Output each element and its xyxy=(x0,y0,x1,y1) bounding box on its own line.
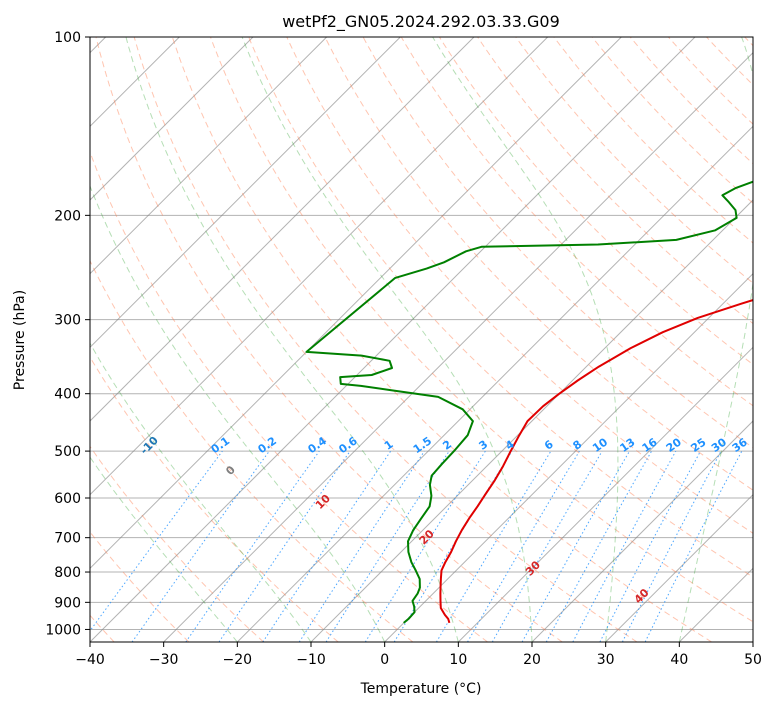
dry-adiabat-line xyxy=(629,37,753,165)
dry-adiabat-line xyxy=(591,37,753,204)
dry-adiabat-line xyxy=(90,259,414,642)
isotherm-line xyxy=(90,37,254,201)
dry-adiabat-line xyxy=(400,37,753,407)
x-tick-label: 0 xyxy=(380,652,389,668)
grid-layer xyxy=(90,37,753,642)
y-axis-label: Pressure (hPa) xyxy=(12,290,28,390)
isotherm-line xyxy=(457,346,753,642)
x-tick-label: 30 xyxy=(597,652,615,668)
plot-frame xyxy=(89,36,754,643)
moist-adiabat-line xyxy=(241,37,533,642)
dry-adiabat-line xyxy=(171,37,712,642)
y-tick-label: 300 xyxy=(54,313,81,329)
dewpoint-profile-line xyxy=(305,180,753,624)
dry-adiabat-line xyxy=(324,37,753,491)
y-tick-label: 100 xyxy=(54,30,81,46)
x-tick-label: −10 xyxy=(296,652,326,668)
mixing-ratio-line xyxy=(185,450,320,642)
y-tick-label: 600 xyxy=(54,491,81,507)
y-tick-label: 200 xyxy=(54,208,81,224)
isotherm-line xyxy=(90,37,401,349)
y-tick-label: 800 xyxy=(54,565,81,581)
x-tick-label: −40 xyxy=(75,652,105,668)
chart-title: wetPf2_GN05.2024.292.03.33.G09 xyxy=(282,12,560,32)
data-layer xyxy=(305,180,753,624)
mixing-ratio-line xyxy=(644,450,743,642)
y-tick-label: 900 xyxy=(54,595,81,611)
mixing-ratio-line xyxy=(218,450,351,642)
y-tick-label: 400 xyxy=(54,387,81,403)
x-tick-label: −20 xyxy=(223,652,253,668)
dry-adiabat-line xyxy=(248,37,753,578)
x-tick-label: 40 xyxy=(670,652,688,668)
mixing-ratio-line xyxy=(545,450,653,642)
y-tick-label: 700 xyxy=(54,531,81,547)
dry-adiabat-line xyxy=(515,37,753,284)
x-tick-label: 50 xyxy=(744,652,762,668)
mixing-ratio-line xyxy=(325,450,450,642)
moist-adiabat-line xyxy=(90,184,386,642)
x-tick-label: −30 xyxy=(149,652,179,668)
isotherm-line xyxy=(236,125,753,642)
dry-adiabat-line xyxy=(477,37,753,325)
dry-adiabat-line xyxy=(210,37,753,623)
temperature-profile-line xyxy=(439,299,753,624)
isotherm-line xyxy=(90,37,696,642)
dry-adiabat-line xyxy=(90,445,264,642)
moist-adiabat-line xyxy=(432,37,619,642)
dry-adiabat-line xyxy=(133,37,638,642)
mixing-ratio-line xyxy=(521,450,630,642)
isotherm-line xyxy=(90,37,328,275)
mixing-ratio-line xyxy=(90,450,223,632)
isotherm-line xyxy=(90,37,549,496)
mixing-ratio-line xyxy=(131,450,270,642)
axis-layer: −40 −30 −20 −10 0 10 20 30 40 50 1000 900 800 700 600 5… xyxy=(45,30,762,668)
dry-adiabat-line xyxy=(95,37,563,642)
x-axis-label: Temperature (°C) xyxy=(360,681,482,697)
isotherm-line xyxy=(163,51,753,642)
mixing-ratio-line xyxy=(262,450,392,642)
isotherm-line xyxy=(90,37,475,422)
y-tick-label: 1000 xyxy=(45,622,81,638)
isotherm-line xyxy=(605,493,753,642)
mixing-ratio-line xyxy=(572,450,677,642)
mixing-ratio-line xyxy=(298,450,425,642)
isotherm-line xyxy=(531,420,753,642)
x-tick-label: 10 xyxy=(449,652,467,668)
dry-adiabat-line xyxy=(362,37,753,449)
y-tick-label: 500 xyxy=(54,444,81,460)
x-tick-label: 20 xyxy=(523,652,541,668)
isotherm-line xyxy=(90,37,622,570)
moist-adiabat-line xyxy=(678,37,753,642)
moist-adiabat-line xyxy=(125,37,459,642)
isotherm-line xyxy=(310,199,753,642)
isotherm-line xyxy=(384,272,753,642)
